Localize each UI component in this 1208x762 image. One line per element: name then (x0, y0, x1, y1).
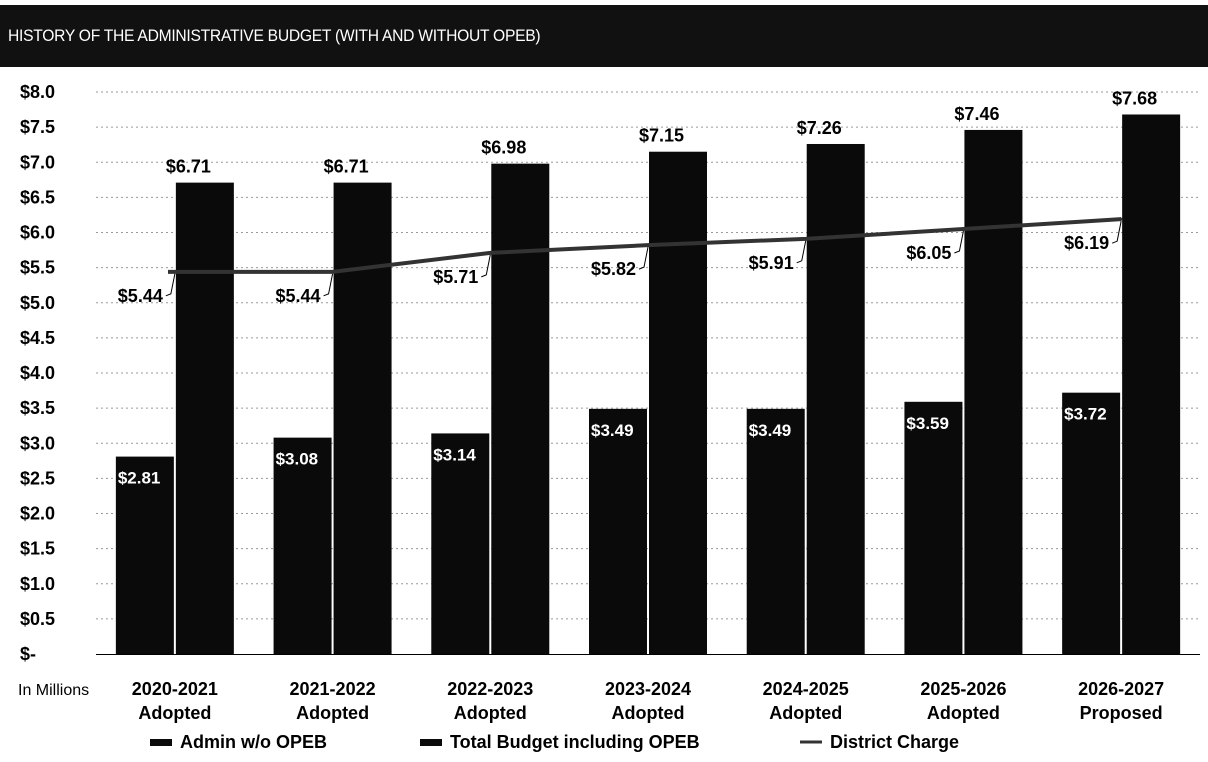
axes: In Millions $- $0.5 $1.0 $1.5 $2.0 $2.5 $3.0 $3… (18, 82, 1200, 723)
bars (115, 114, 1181, 655)
data-label-district-charge: $5.71 (433, 267, 478, 287)
chart-title-bar: HISTORY OF THE ADMINISTRATIVE BUDGET (WI… (0, 5, 1208, 67)
district-charge-point (331, 270, 335, 274)
bar-total-budget (806, 143, 865, 655)
x-category-sublabel: Proposed (1080, 703, 1163, 723)
district-charge-leader (1111, 221, 1122, 244)
y-tick-label: $1.0 (20, 574, 55, 594)
data-label-total: $6.71 (324, 157, 369, 177)
x-category-label: 2026-2027 (1078, 679, 1164, 699)
x-category-label: 2023-2024 (605, 679, 691, 699)
data-label-admin: $3.08 (276, 450, 319, 469)
data-label-district-charge: $5.91 (749, 253, 794, 273)
x-category-label: 2022-2023 (447, 679, 533, 699)
legend-label: Total Budget including OPEB (450, 732, 700, 752)
grid-lines (96, 91, 1200, 620)
data-label-district-charge: $5.44 (118, 286, 163, 306)
legend-swatch (150, 739, 172, 746)
bar-total-budget (964, 129, 1023, 654)
data-label-admin: $3.49 (749, 421, 792, 440)
y-tick-label: $7.5 (20, 117, 55, 137)
data-label-admin: $3.59 (906, 414, 949, 433)
x-category-label: 2025-2026 (920, 679, 1006, 699)
y-tick-label: $2.5 (20, 468, 55, 488)
data-label-district-charge: $5.44 (276, 286, 321, 306)
unit-label: In Millions (18, 682, 89, 699)
district-charge-point (488, 251, 492, 255)
district-charge-point (646, 243, 650, 247)
bar-admin-wo-opeb (431, 433, 490, 654)
y-tick-label: $0.5 (20, 609, 55, 629)
bar-admin-wo-opeb (1062, 392, 1121, 654)
bar-admin-wo-opeb (746, 408, 805, 654)
data-label-admin: $3.49 (591, 421, 634, 440)
legend-swatch (420, 739, 442, 746)
district-charge-leader (165, 273, 176, 297)
x-category-label: 2021-2022 (290, 679, 376, 699)
data-labels: $2.81 $6.71 $3.08 $6.71 $3.14 $6.98 $3.49 $7.15… (118, 88, 1157, 487)
y-tick-label: $1.5 (20, 539, 55, 559)
data-label-district-charge: $6.19 (1064, 233, 1109, 253)
district-charge-line (168, 217, 1123, 274)
district-charge-leader (481, 254, 491, 278)
district-charge-polyline (168, 217, 1122, 274)
y-tick-label: $6.0 (20, 223, 55, 243)
data-label-total: $6.98 (481, 138, 526, 158)
data-label-admin: $2.81 (118, 469, 161, 488)
district-charge-leader (323, 273, 334, 297)
data-label-total: $6.71 (166, 157, 211, 177)
y-tick-label: $4.5 (20, 328, 55, 348)
data-label-total: $7.68 (1112, 88, 1157, 108)
data-label-total: $7.15 (639, 126, 684, 146)
x-category-sublabel: Adopted (769, 703, 842, 723)
legend-label: District Charge (830, 732, 959, 752)
bar-admin-wo-opeb (589, 408, 647, 654)
x-category-sublabel: Adopted (612, 703, 685, 723)
x-category-sublabel: Adopted (296, 703, 369, 723)
bar-total-budget (175, 182, 234, 654)
chart-title: HISTORY OF THE ADMINISTRATIVE BUDGET (WI… (8, 26, 541, 45)
bar-total-budget (333, 182, 392, 654)
y-tick-label: $8.0 (20, 82, 55, 102)
y-tick-label: $5.5 (20, 258, 55, 278)
data-label-district-charge: $5.82 (591, 259, 636, 279)
bar-admin-wo-opeb (273, 437, 332, 654)
district-charge-point (961, 227, 965, 231)
y-tick-label: $- (20, 644, 36, 664)
data-label-admin: $3.72 (1064, 405, 1107, 424)
district-charge-leader (796, 240, 807, 264)
y-tick-label: $2.0 (20, 504, 55, 524)
district-charge-point (173, 270, 177, 274)
x-category-label: 2020-2021 (132, 679, 218, 699)
bar-total-budget (491, 163, 550, 654)
y-tick-label: $5.0 (20, 293, 55, 313)
district-charge-point (1119, 217, 1123, 221)
legend: Admin w/o OPEB Total Budget including OPE… (150, 732, 959, 752)
y-tick-label: $3.5 (20, 398, 55, 418)
bar-total-budget (649, 151, 707, 654)
district-charge-point (804, 237, 808, 241)
y-tick-label: $3.0 (20, 433, 55, 453)
x-category-sublabel: Adopted (454, 703, 527, 723)
district-charge-leader (638, 247, 649, 270)
y-tick-label: $7.0 (20, 152, 55, 172)
x-category-sublabel: Adopted (927, 703, 1000, 723)
data-label-admin: $3.14 (433, 445, 476, 464)
y-tick-label: $6.5 (20, 187, 55, 207)
x-category-sublabel: Adopted (138, 703, 211, 723)
data-label-total: $7.26 (797, 118, 842, 138)
data-label-district-charge: $6.05 (906, 243, 951, 263)
x-category-label: 2024-2025 (763, 679, 849, 699)
district-charge-leader (954, 230, 964, 254)
bar-admin-wo-opeb (115, 456, 174, 654)
legend-label: Admin w/o OPEB (180, 732, 327, 752)
bar-admin-wo-opeb (904, 401, 963, 654)
data-label-total: $7.46 (954, 104, 999, 124)
y-tick-label: $4.0 (20, 363, 55, 383)
bar-total-budget (1122, 114, 1181, 655)
